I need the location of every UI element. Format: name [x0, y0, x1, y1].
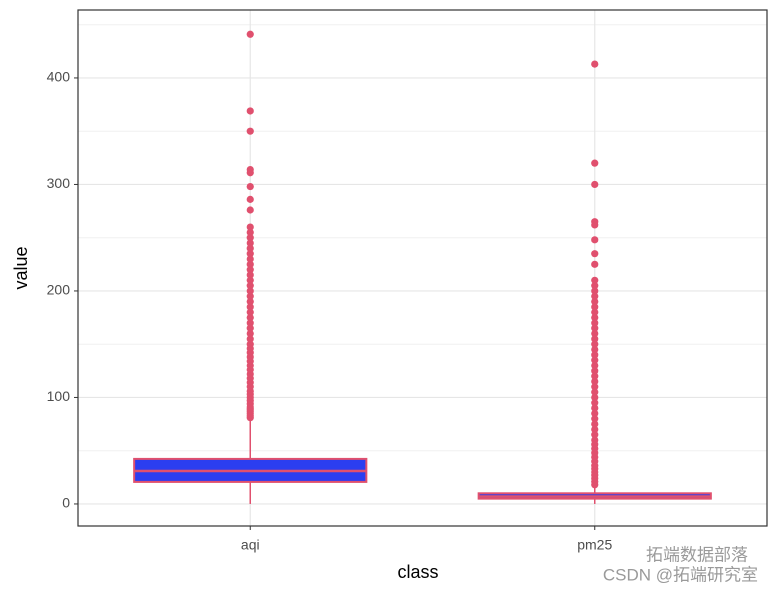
- outlier: [246, 206, 254, 214]
- panel-border: [77, 9, 768, 527]
- outlier: [246, 292, 254, 300]
- outlier: [246, 234, 254, 242]
- outlier: [246, 244, 254, 252]
- outlier: [591, 420, 599, 428]
- outlier: [591, 388, 599, 396]
- outlier: [591, 324, 599, 332]
- outlier: [591, 340, 599, 348]
- outlier: [246, 319, 254, 327]
- outlier: [591, 393, 599, 402]
- y-tick-label: 200: [47, 282, 71, 298]
- outlier: [246, 303, 254, 311]
- outlier: [591, 276, 599, 284]
- y-tick-label: 300: [47, 175, 71, 191]
- outlier: [246, 282, 254, 290]
- outlier: [246, 276, 254, 284]
- outlier: [591, 351, 599, 359]
- x-axis-title: class: [397, 562, 438, 582]
- outlier: [246, 250, 254, 258]
- outlier: [246, 228, 254, 236]
- outlier: [591, 60, 599, 68]
- y-axis-title: value: [11, 246, 31, 289]
- outlier: [246, 195, 254, 203]
- y-tick-label: 0: [62, 495, 70, 511]
- outlier: [246, 239, 254, 247]
- outlier: [246, 266, 254, 274]
- outlier: [591, 425, 599, 434]
- x-tick-label: aqi: [241, 537, 260, 553]
- outlier: [246, 30, 254, 38]
- outlier: [591, 292, 599, 300]
- outlier: [591, 303, 599, 311]
- outlier: [246, 287, 254, 295]
- outlier: [591, 260, 599, 268]
- outlier: [246, 335, 254, 343]
- outlier: [591, 404, 599, 412]
- outlier: [246, 107, 254, 115]
- outlier: [591, 356, 599, 364]
- outlier: [246, 127, 254, 135]
- watermark: CSDN @拓端研究室: [603, 565, 758, 584]
- outlier: [591, 431, 599, 439]
- outlier: [591, 409, 599, 418]
- outlier: [591, 313, 599, 322]
- outlier: [591, 383, 599, 391]
- outlier: [246, 340, 254, 348]
- outlier: [591, 415, 599, 423]
- outlier: [591, 282, 599, 290]
- outlier: [246, 313, 254, 322]
- outlier: [591, 372, 599, 380]
- outlier: [591, 180, 599, 189]
- outlier: [591, 329, 599, 338]
- outlier: [591, 159, 599, 167]
- watermark: 拓端数据部落: [646, 545, 748, 564]
- outlier: [246, 165, 254, 174]
- outlier: [591, 361, 599, 370]
- outlier: [591, 367, 599, 375]
- outlier: [246, 260, 254, 268]
- outlier: [591, 298, 599, 306]
- outlier: [591, 236, 599, 244]
- outlier: [591, 319, 599, 327]
- outlier: [591, 436, 599, 444]
- outlier: [246, 255, 254, 263]
- outlier: [246, 271, 254, 279]
- outlier: [591, 335, 599, 343]
- outlier: [591, 287, 599, 295]
- y-tick-label: 100: [47, 388, 71, 404]
- outlier: [246, 182, 254, 191]
- y-tick-label: 400: [47, 69, 71, 85]
- outlier: [246, 308, 254, 316]
- outlier: [591, 345, 599, 354]
- outlier: [246, 298, 254, 306]
- outlier: [591, 377, 599, 386]
- outlier: [591, 250, 599, 258]
- outlier: [246, 223, 254, 231]
- outlier: [246, 324, 254, 332]
- outlier: [591, 399, 599, 407]
- outlier: [591, 308, 599, 316]
- outlier: [246, 329, 254, 338]
- x-tick-label: pm25: [577, 537, 612, 553]
- outlier: [591, 218, 599, 226]
